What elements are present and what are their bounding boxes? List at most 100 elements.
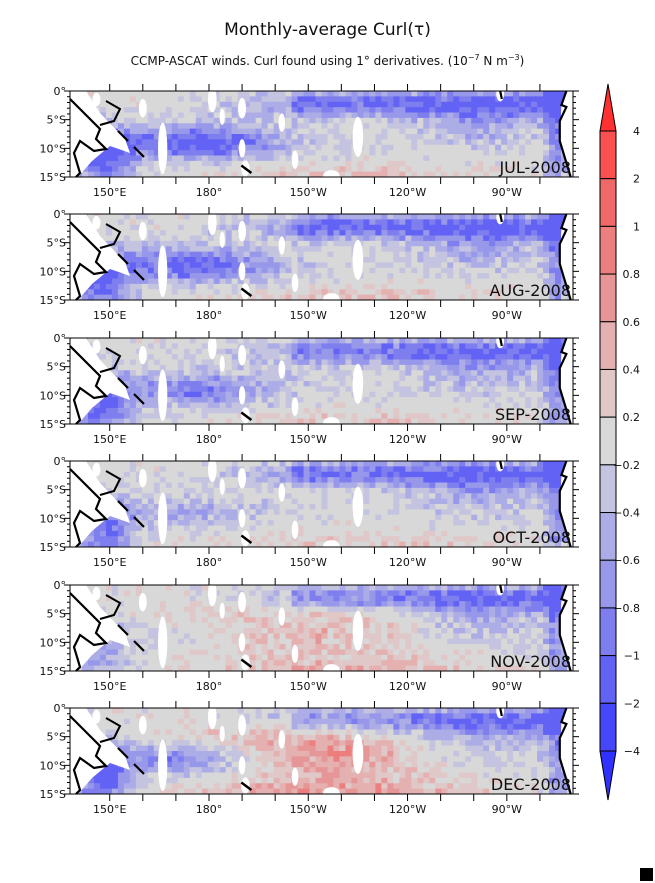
x-tick-label: 150°W <box>290 309 327 322</box>
field-cell <box>429 498 436 505</box>
field-cell <box>159 477 167 483</box>
field-cell <box>345 262 352 269</box>
field-cell <box>177 471 185 478</box>
field-cell <box>555 123 562 130</box>
field-cell <box>327 289 334 296</box>
field-cell <box>297 128 304 135</box>
field-cell <box>471 117 478 124</box>
field-cell <box>477 375 484 382</box>
field-cell <box>81 294 89 301</box>
field-cell <box>309 267 316 274</box>
field-cell <box>339 413 346 420</box>
field-cell <box>99 219 107 226</box>
field-cell <box>177 230 185 236</box>
y-tick-label: 10°S <box>40 389 66 402</box>
field-cell <box>195 294 203 301</box>
field-cell <box>381 413 388 420</box>
field-cell <box>165 471 173 478</box>
field-cell <box>405 230 412 236</box>
field-cell <box>195 235 203 242</box>
field-cell <box>531 123 538 130</box>
field-cell <box>129 224 137 231</box>
field-cell <box>267 343 274 350</box>
field-cell <box>249 117 257 124</box>
field-cell <box>243 235 251 242</box>
field-cell <box>435 278 442 285</box>
field-cell <box>213 144 221 151</box>
field-cell <box>255 461 263 467</box>
field-cell <box>369 466 376 473</box>
field-cell <box>309 251 316 258</box>
field-cell <box>129 166 137 173</box>
field-cell <box>525 117 532 124</box>
field-cell <box>489 166 496 173</box>
field-cell <box>393 493 400 500</box>
field-cell <box>483 461 490 467</box>
field-cell <box>303 397 310 403</box>
field-cell <box>483 487 490 494</box>
field-cell <box>297 123 304 130</box>
field-cell <box>423 273 430 279</box>
field-cell <box>123 166 131 173</box>
field-cell <box>273 134 280 140</box>
field-cell <box>165 283 173 290</box>
field-cell <box>117 493 125 500</box>
field-cell <box>165 461 173 467</box>
field-cell <box>429 278 436 285</box>
field-cell <box>333 139 340 146</box>
field-cell <box>273 144 280 151</box>
field-cell <box>405 278 412 285</box>
field-cell <box>189 134 197 140</box>
field-cell <box>165 150 173 156</box>
field-cell <box>399 139 406 146</box>
field-cell <box>471 386 478 393</box>
field-cell <box>537 273 544 279</box>
field-cell <box>213 91 221 97</box>
field-cell <box>555 386 562 393</box>
field-cell <box>477 128 484 135</box>
missing-data-patch <box>323 417 340 429</box>
field-cell <box>423 364 430 371</box>
field-cell <box>465 257 472 263</box>
field-cell <box>99 112 107 119</box>
field-cell <box>429 96 436 103</box>
field-cell <box>243 402 251 409</box>
field-cell <box>471 128 478 135</box>
field-cell <box>471 461 478 467</box>
field-cell <box>519 391 526 398</box>
field-cell <box>447 150 454 156</box>
field-cell <box>177 375 185 382</box>
field-cell <box>423 466 430 473</box>
field-cell <box>201 418 209 425</box>
field-cell <box>531 160 538 167</box>
field-cell <box>345 257 352 263</box>
field-cell <box>531 418 538 425</box>
field-cell <box>501 107 508 113</box>
field-cell <box>177 413 185 420</box>
field-cell <box>261 354 269 360</box>
field-cell <box>189 471 197 478</box>
field-cell <box>489 155 496 162</box>
field-cell <box>189 364 197 371</box>
field-cell <box>399 117 406 124</box>
field-cell <box>411 246 418 253</box>
field-cell <box>549 471 556 478</box>
field-cell <box>243 354 251 360</box>
field-cell <box>513 128 520 135</box>
field-cell <box>291 166 298 173</box>
field-cell <box>183 123 191 130</box>
field-cell <box>309 402 316 409</box>
field-cell <box>453 487 460 494</box>
field-cell <box>513 391 520 398</box>
field-cell <box>213 262 221 269</box>
field-cell <box>387 343 394 350</box>
field-cell <box>381 107 388 113</box>
field-cell <box>213 155 221 162</box>
field-cell <box>327 230 334 236</box>
field-cell <box>381 101 388 108</box>
field-cell <box>429 91 436 97</box>
field-cell <box>291 370 298 377</box>
field-cell <box>297 407 304 414</box>
field-cell <box>207 144 215 151</box>
field-cell <box>147 471 155 478</box>
